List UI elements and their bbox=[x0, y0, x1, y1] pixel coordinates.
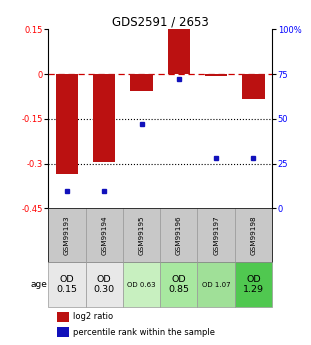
Bar bbox=[93, 74, 115, 162]
Text: OD
0.85: OD 0.85 bbox=[168, 275, 189, 294]
Bar bbox=[48, 262, 86, 307]
Text: GSM99196: GSM99196 bbox=[176, 216, 182, 255]
Bar bbox=[205, 74, 227, 76]
Bar bbox=[57, 327, 69, 337]
Title: GDS2591 / 2653: GDS2591 / 2653 bbox=[112, 15, 209, 28]
Text: GSM99198: GSM99198 bbox=[250, 216, 257, 255]
Text: percentile rank within the sample: percentile rank within the sample bbox=[73, 328, 215, 337]
Bar bbox=[197, 262, 235, 307]
Text: age: age bbox=[30, 280, 48, 289]
Bar bbox=[242, 74, 265, 99]
Text: GSM99194: GSM99194 bbox=[101, 216, 107, 255]
Bar bbox=[123, 208, 160, 262]
Text: log2 ratio: log2 ratio bbox=[73, 312, 113, 321]
Text: OD
1.29: OD 1.29 bbox=[243, 275, 264, 294]
Bar bbox=[160, 262, 197, 307]
Text: OD 0.63: OD 0.63 bbox=[127, 282, 156, 288]
Text: GSM99197: GSM99197 bbox=[213, 216, 219, 255]
Bar bbox=[48, 208, 86, 262]
Bar bbox=[123, 262, 160, 307]
Bar bbox=[57, 312, 69, 322]
Bar bbox=[86, 262, 123, 307]
Bar bbox=[160, 208, 197, 262]
Text: GSM99195: GSM99195 bbox=[138, 216, 145, 255]
Text: OD 1.07: OD 1.07 bbox=[202, 282, 230, 288]
Bar bbox=[56, 74, 78, 174]
Bar bbox=[168, 28, 190, 74]
Bar bbox=[197, 208, 235, 262]
Bar bbox=[235, 262, 272, 307]
Text: OD
0.30: OD 0.30 bbox=[94, 275, 115, 294]
Bar bbox=[235, 208, 272, 262]
Text: OD
0.15: OD 0.15 bbox=[56, 275, 77, 294]
Bar bbox=[86, 208, 123, 262]
Bar bbox=[130, 74, 153, 90]
Text: GSM99193: GSM99193 bbox=[64, 216, 70, 255]
